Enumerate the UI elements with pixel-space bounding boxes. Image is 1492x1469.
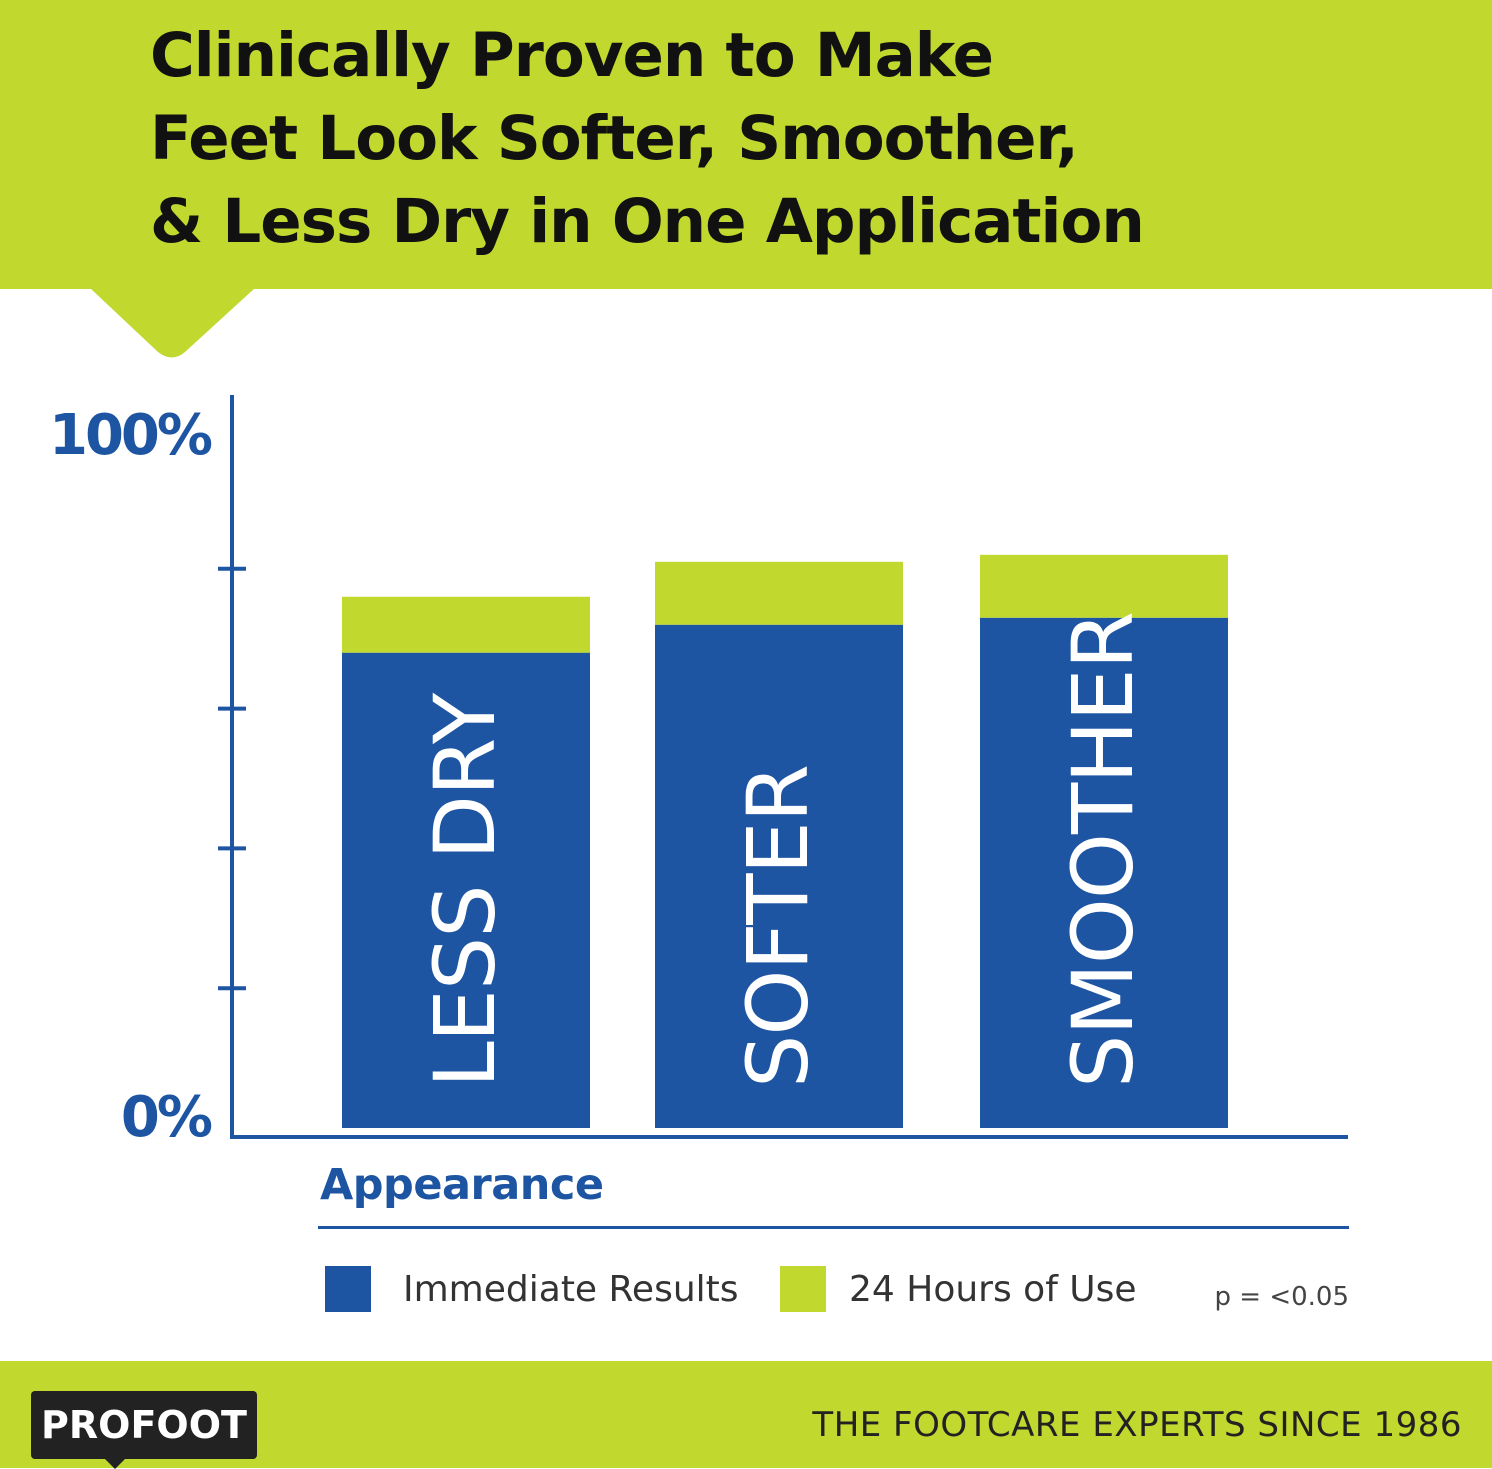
bar-chart: 0% 100% LESS DRY SOFTER SMOOTHER	[49, 395, 1348, 1150]
y-tick-label: 100%	[49, 403, 212, 468]
legend-swatch-green	[780, 1266, 826, 1312]
p-value-annotation: p = <0.05	[1214, 1282, 1350, 1312]
bar-segment	[655, 561, 903, 625]
title-line: Feet Look Softer, Smoother,	[150, 103, 1079, 174]
bar-category-label: SOFTER	[729, 765, 827, 1088]
profoot-logo: PROFOOT	[31, 1391, 257, 1469]
logo-pointer	[103, 1457, 127, 1469]
bar-category-label: LESS DRY	[416, 692, 514, 1088]
banner-pointer	[90, 288, 255, 358]
bar-segment	[655, 624, 903, 1128]
legend-label: Immediate Results	[403, 1268, 739, 1310]
header-banner: Clinically Proven to Make Feet Look Soft…	[0, 0, 1492, 289]
logo-text: PROFOOT	[41, 1403, 247, 1447]
x-axis-label: Appearance	[320, 1160, 604, 1210]
bar-category-label: SMOOTHER	[1054, 612, 1152, 1088]
legend-label: 24 Hours of Use	[849, 1268, 1137, 1310]
title-line: & Less Dry in One Application	[150, 186, 1145, 257]
page-title: Clinically Proven to Make Feet Look Soft…	[150, 14, 1350, 263]
title-line: Clinically Proven to Make	[150, 20, 994, 91]
bar-segment	[342, 596, 590, 653]
footer-tagline: THE FOOTCARE EXPERTS SINCE 1986	[812, 1405, 1462, 1445]
legend-divider	[318, 1226, 1349, 1229]
footer-banner: PROFOOT THE FOOTCARE EXPERTS SINCE 1986	[0, 1361, 1492, 1469]
legend-item-24-hours: 24 Hours of Use	[780, 1266, 1137, 1312]
bar-segment	[980, 554, 1228, 618]
bar-segment	[980, 617, 1228, 1128]
y-tick-label: 0%	[121, 1085, 212, 1150]
legend-swatch-blue	[325, 1266, 371, 1312]
bar-segment	[342, 652, 590, 1128]
legend-item-immediate: Immediate Results	[325, 1266, 739, 1312]
